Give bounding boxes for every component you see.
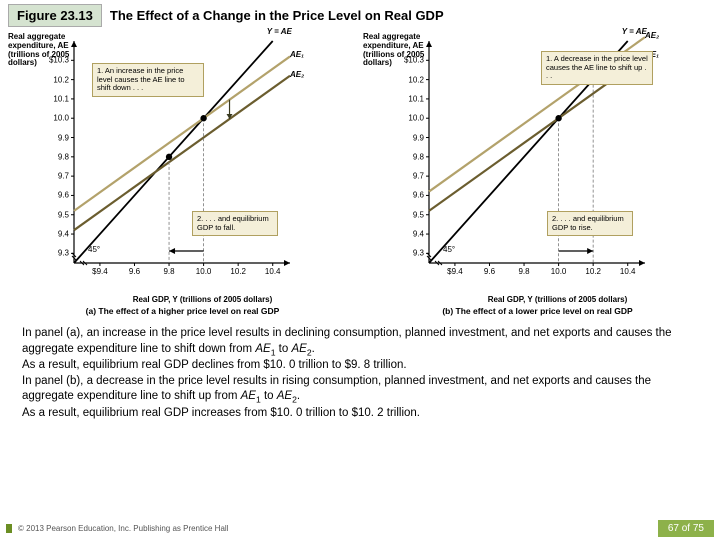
figure-number-badge: Figure 23.13 (8, 4, 102, 27)
plot-a: 9.39.49.59.69.79.89.910.010.110.2$10.3$9… (8, 33, 318, 293)
desc-ae1a: AE (255, 343, 270, 355)
desc-ae2b: AE (277, 390, 292, 402)
desc-end1: . (312, 343, 315, 355)
line-label-ae2: AE₂ (290, 70, 304, 79)
panel-a: 9.39.49.59.69.79.89.910.010.110.2$10.3$9… (8, 33, 357, 316)
y-axis-title: Real aggregate expenditure, AE (trillion… (363, 33, 429, 68)
figure-description: In panel (a), an increase in the price l… (0, 316, 720, 424)
page-indicator: 67 of 75 (658, 520, 714, 537)
line-label-ae2: AE₂ (645, 31, 659, 40)
x-axis-title-b: Real GDP, Y (trillions of 2005 dollars) (403, 295, 712, 304)
callout-1: 1. A decrease in the price level causes … (541, 51, 653, 85)
desc-p2: As a result, equilibrium real GDP declin… (22, 359, 407, 371)
panels-row: 9.39.49.59.69.79.89.910.010.110.2$10.3$9… (0, 33, 720, 316)
desc-p4: As a result, equilibrium real GDP increa… (22, 407, 420, 419)
identity-line-label: Y = AE (622, 27, 647, 36)
line-label-ae1: AE₁ (290, 50, 304, 59)
panel-b-caption: (b) The effect of a lower price level on… (363, 306, 712, 316)
callout-2: 2. . . . and equilibrium GDP to fall. (192, 211, 278, 236)
desc-mid2: to (261, 390, 277, 402)
figure-title: The Effect of a Change in the Price Leve… (110, 8, 444, 23)
desc-ae2a: AE (291, 343, 306, 355)
desc-p1: In panel (a), an increase in the price l… (22, 327, 672, 355)
callout-1: 1. An increase in the price level causes… (92, 63, 204, 97)
slide-footer: © 2013 Pearson Education, Inc. Publishin… (0, 517, 720, 540)
y-axis-title: Real aggregate expenditure, AE (trillion… (8, 33, 74, 68)
desc-mid1: to (275, 343, 291, 355)
figure-header: Figure 23.13 The Effect of a Change in t… (0, 0, 720, 33)
identity-line-label: Y = AE (267, 27, 292, 36)
copyright-text: © 2013 Pearson Education, Inc. Publishin… (6, 524, 228, 533)
desc-ae1b: AE (241, 390, 256, 402)
plot-b: 9.39.49.59.69.79.89.910.010.110.2$10.3$9… (363, 33, 673, 293)
panel-b: 9.39.49.59.69.79.89.910.010.110.2$10.3$9… (363, 33, 712, 316)
desc-end2: . (297, 390, 300, 402)
x-axis-title-a: Real GDP, Y (trillions of 2005 dollars) (48, 295, 357, 304)
desc-p3: In panel (b), a decrease in the price le… (22, 375, 651, 403)
callout-2: 2. . . . and equilibrium GDP to rise. (547, 211, 633, 236)
panel-a-caption: (a) The effect of a higher price level o… (8, 306, 357, 316)
